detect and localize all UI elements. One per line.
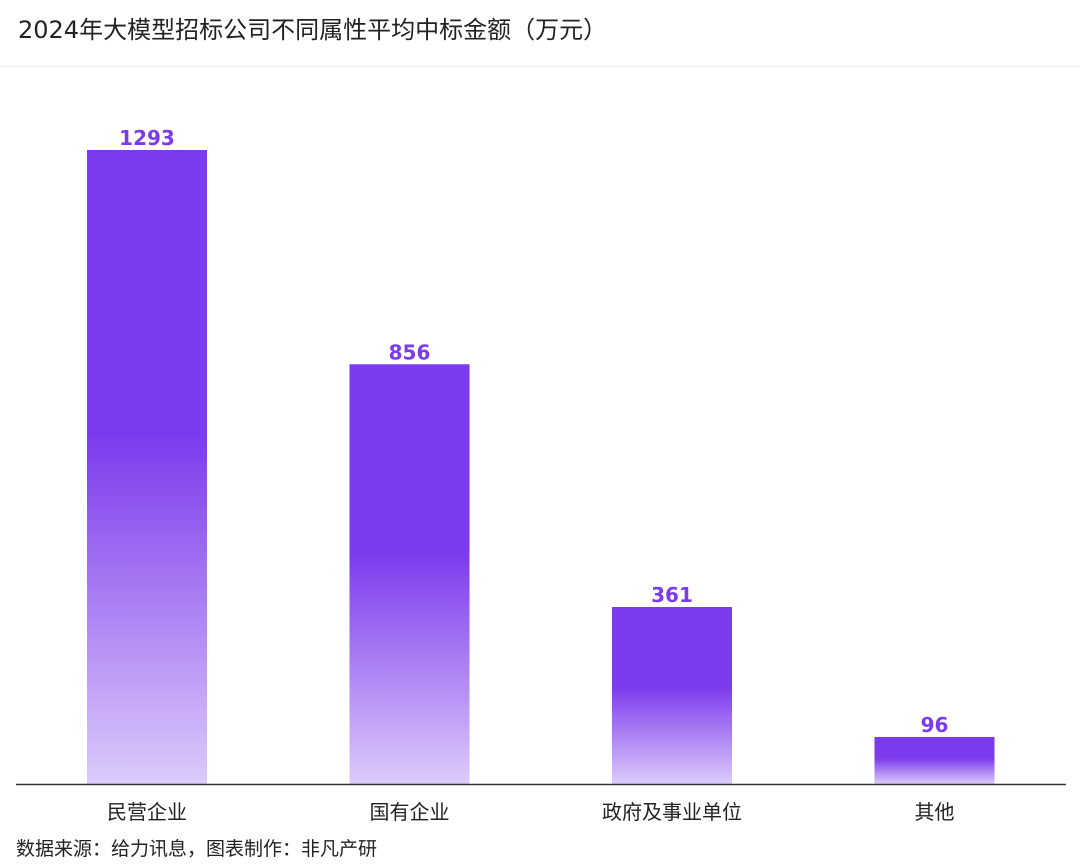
category-tick-label-1: 民营企业: [107, 800, 187, 824]
bar-value-label-3: 361: [651, 583, 693, 607]
bar-4: [874, 736, 995, 784]
source-note: 数据来源：给力讯息，图表制作：非凡产研: [16, 838, 378, 860]
bars-layer: [87, 150, 995, 784]
bar-1: [87, 150, 207, 784]
bar-3: [612, 606, 732, 784]
bar-value-label-4: 96: [921, 713, 949, 737]
title-divider: [0, 66, 1080, 67]
bar-2: [349, 364, 470, 784]
bar-value-label-1: 1293: [119, 126, 175, 150]
category-tick-label-4: 其他: [915, 800, 955, 824]
bar-value-label-2: 856: [389, 340, 431, 364]
chart-title: 2024年大模型招标公司不同属性平均中标金额（万元）: [18, 16, 608, 44]
value-labels-layer: 1293 856 361 96: [119, 126, 948, 737]
category-labels-layer: 民营企业 国有企业 政府及事业单位 其他: [107, 800, 955, 824]
category-tick-label-2: 国有企业: [370, 800, 450, 824]
category-tick-label-3: 政府及事业单位: [602, 800, 742, 824]
